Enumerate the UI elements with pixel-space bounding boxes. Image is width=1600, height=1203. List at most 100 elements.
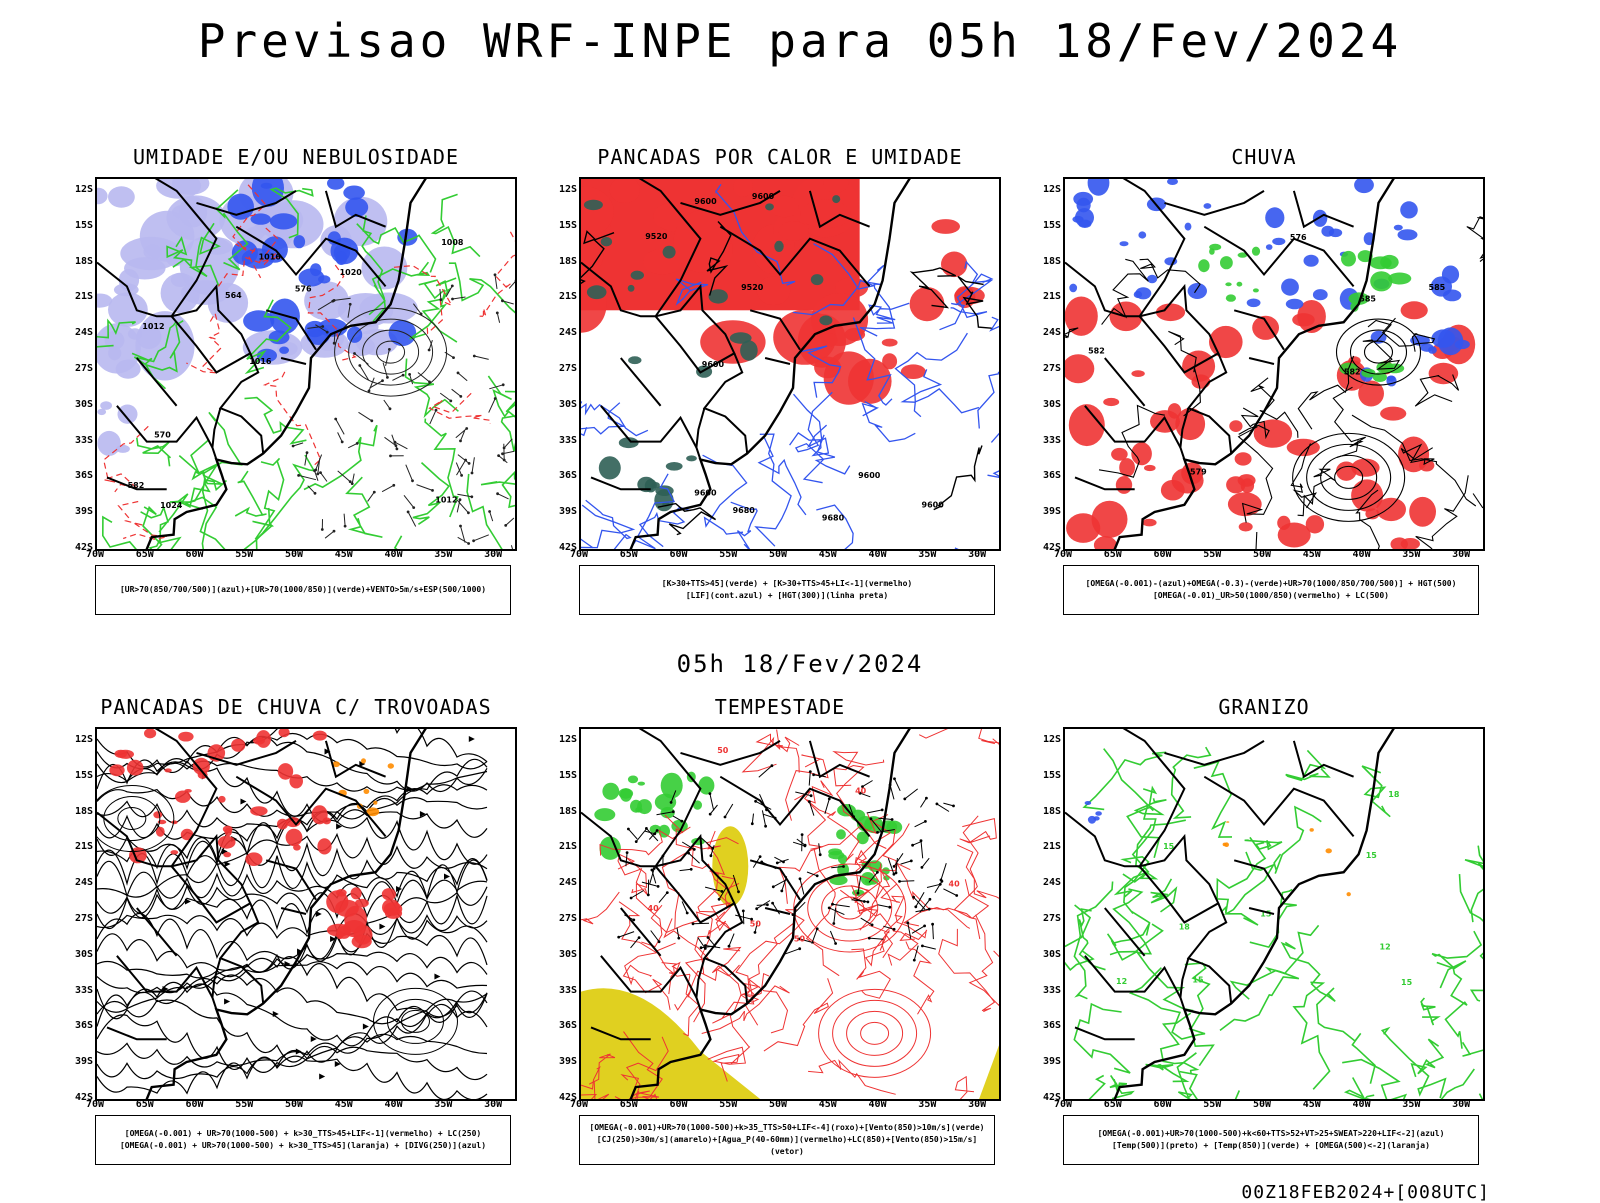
longitude-tick-label: 70W	[1048, 1099, 1078, 1110]
latitude-tick-label: 12S	[549, 184, 577, 195]
latitude-tick-label: 36S	[549, 1020, 577, 1031]
latitude-tick-label: 39S	[1033, 1056, 1061, 1067]
panel-pancadas-trovoadas: PANCADAS DE CHUVA C/ TROVOADAS [OMEGA(-0…	[61, 695, 531, 1175]
legend-line: [OMEGA(-0.001)+UR>70(1000-500)+k>35_TTS>…	[580, 1122, 994, 1134]
latitude-tick-label: 27S	[549, 913, 577, 924]
longitude-tick-label: 35W	[1396, 549, 1426, 560]
panel-legend: [OMEGA(-0.001) + UR>70(1000-500) + k>30_…	[95, 1115, 511, 1165]
latitude-tick-label: 33S	[1033, 435, 1061, 446]
longitude-tick-label: 35W	[428, 1099, 458, 1110]
panel-legend: [OMEGA(-0.001)-(azul)+OMEGA(-0.3)-(verde…	[1063, 565, 1479, 615]
latitude-tick-label: 12S	[549, 734, 577, 745]
contour-label: 582	[1344, 367, 1361, 376]
longitude-tick-label: 55W	[1197, 549, 1227, 560]
contour-label: 1008	[441, 238, 464, 247]
latitude-tick-label: 39S	[65, 506, 93, 517]
latitude-tick-label: 18S	[1033, 806, 1061, 817]
latitude-tick-label: 24S	[65, 877, 93, 888]
contour-label: 50	[794, 934, 806, 943]
longitude-tick-label: 35W	[912, 1099, 942, 1110]
latitude-tick-label: 36S	[549, 470, 577, 481]
latitude-tick-label: 15S	[1033, 770, 1061, 781]
longitude-tick-label: 55W	[713, 549, 743, 560]
latitude-tick-label: 27S	[65, 363, 93, 374]
latitude-tick-label: 24S	[1033, 327, 1061, 338]
contour-label: 50	[717, 746, 729, 755]
contour-label: 40	[855, 787, 867, 796]
panel-legend: [OMEGA(-0.001)+UR>70(1000-500)+k<60+TTS>…	[1063, 1115, 1479, 1165]
contour-label: 9600	[694, 197, 717, 206]
longitude-tick-label: 50W	[279, 549, 309, 560]
latitude-tick-label: 36S	[65, 470, 93, 481]
longitude-tick-label: 70W	[80, 549, 110, 560]
contour-label: 9520	[645, 232, 668, 241]
longitude-tick-label: 55W	[713, 1099, 743, 1110]
longitude-tick-label: 50W	[763, 1099, 793, 1110]
contour-label: 15	[1366, 851, 1378, 860]
longitude-tick-label: 30W	[1446, 549, 1476, 560]
longitude-tick-label: 35W	[1396, 1099, 1426, 1110]
longitude-tick-label: 50W	[1247, 1099, 1277, 1110]
longitude-tick-label: 60W	[664, 1099, 694, 1110]
longitude-tick-label: 40W	[1347, 1099, 1377, 1110]
longitude-tick-label: 60W	[664, 549, 694, 560]
contour-label: 570	[154, 431, 171, 440]
latitude-tick-label: 12S	[1033, 184, 1061, 195]
longitude-tick-label: 45W	[813, 549, 843, 560]
latitude-tick-label: 33S	[1033, 985, 1061, 996]
longitude-tick-label: 30W	[962, 1099, 992, 1110]
longitude-tick-label: 70W	[80, 1099, 110, 1110]
latitude-tick-label: 12S	[1033, 734, 1061, 745]
latitude-tick-label: 30S	[549, 949, 577, 960]
longitude-tick-label: 30W	[478, 1099, 508, 1110]
latitude-tick-label: 30S	[1033, 399, 1061, 410]
latitude-tick-label: 24S	[1033, 877, 1061, 888]
latitude-tick-label: 21S	[1033, 291, 1061, 302]
latitude-tick-label: 21S	[549, 841, 577, 852]
latitude-tick-label: 15S	[549, 770, 577, 781]
longitude-tick-label: 55W	[229, 1099, 259, 1110]
latitude-tick-label: 33S	[549, 985, 577, 996]
legend-line: [CJ(250)>30m/s](amarelo)+[Agua_P(40-60mm…	[580, 1134, 994, 1158]
legend-line: [UR>70(850/700/500)](azul)+[UR>70(1000/8…	[96, 584, 510, 596]
latitude-tick-label: 12S	[65, 184, 93, 195]
longitude-tick-label: 35W	[912, 549, 942, 560]
longitude-tick-label: 40W	[379, 549, 409, 560]
longitude-tick-label: 70W	[564, 549, 594, 560]
contour-label: 1020	[340, 268, 363, 277]
latitude-tick-label: 30S	[65, 949, 93, 960]
latitude-tick-label: 21S	[1033, 841, 1061, 852]
latitude-tick-label: 33S	[65, 985, 93, 996]
contour-label: 40	[949, 880, 961, 889]
panel-title: TEMPESTADE	[545, 695, 1015, 719]
latitude-tick-label: 21S	[549, 291, 577, 302]
contour-label: 9520	[741, 283, 764, 292]
contour-label: 579	[1190, 468, 1207, 477]
longitude-tick-label: 65W	[130, 1099, 160, 1110]
longitude-tick-label: 50W	[279, 1099, 309, 1110]
latitude-tick-label: 18S	[65, 256, 93, 267]
latitude-tick-label: 15S	[65, 770, 93, 781]
latitude-tick-label: 30S	[1033, 949, 1061, 960]
panel-title: CHUVA	[1029, 145, 1499, 169]
latitude-tick-label: 27S	[1033, 363, 1061, 374]
legend-line: [OMEGA(-0.001) + UR>70(1000-500) + k>30_…	[96, 1140, 510, 1152]
legend-line: [LIF](cont.azul) + [HGT(300)](linha pret…	[580, 590, 994, 602]
legend-line: [Temp(500)](preto) + [Temp(850)](verde) …	[1064, 1140, 1478, 1152]
latitude-tick-label: 39S	[65, 1056, 93, 1067]
contour-label: 1024	[160, 501, 183, 510]
map-pancadas-trovoadas	[95, 727, 517, 1101]
contour-label: 12	[1116, 977, 1127, 986]
longitude-tick-label: 30W	[478, 549, 508, 560]
longitude-tick-label: 65W	[614, 1099, 644, 1110]
latitude-tick-label: 30S	[65, 399, 93, 410]
longitude-tick-label: 30W	[962, 549, 992, 560]
